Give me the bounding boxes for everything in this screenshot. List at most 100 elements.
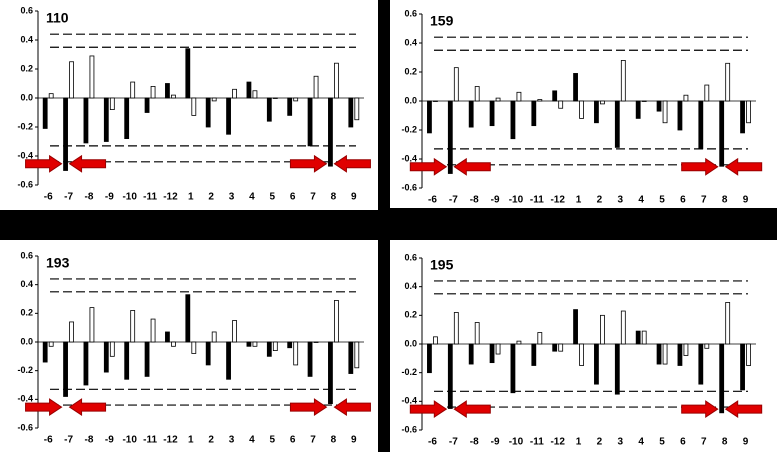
bar <box>719 100 725 167</box>
red-arrow <box>25 398 63 417</box>
x-tick-label: 1 <box>576 437 582 448</box>
bar <box>205 341 211 366</box>
bar <box>453 67 459 102</box>
bar <box>48 93 54 99</box>
panel-title: 193 <box>46 255 70 271</box>
bar <box>103 341 109 373</box>
x-tick-label: -10 <box>509 195 524 206</box>
y-tick-label: -0.6 <box>17 422 33 432</box>
x-tick-label: 6 <box>290 192 296 203</box>
red-arrow <box>289 398 328 417</box>
red-arrow <box>409 157 448 176</box>
x-tick-label: 2 <box>597 437 603 448</box>
bar <box>48 341 54 347</box>
bar <box>252 90 258 99</box>
bar <box>313 341 319 343</box>
bar <box>614 343 620 395</box>
x-tick-label: -10 <box>122 435 137 446</box>
bar <box>83 341 89 386</box>
bar <box>433 336 438 345</box>
y-tick-label: -0.4 <box>401 153 417 163</box>
bar <box>531 100 537 127</box>
x-tick-label: -7 <box>64 435 73 446</box>
bar <box>293 341 299 366</box>
bar <box>42 341 48 363</box>
bar <box>191 97 197 116</box>
x-tick-label: -11 <box>530 437 544 448</box>
red-arrow <box>68 154 107 173</box>
bar <box>468 100 474 128</box>
bar <box>558 100 564 109</box>
bar <box>620 60 626 102</box>
bar <box>83 97 89 144</box>
bar <box>307 341 313 377</box>
x-tick-label: -9 <box>491 195 500 206</box>
x-tick-label: 4 <box>249 192 255 203</box>
bar <box>150 86 156 99</box>
bar <box>287 97 293 116</box>
x-tick-label: -6 <box>44 435 53 446</box>
bar <box>725 302 731 345</box>
x-tick-label: 1 <box>188 435 194 446</box>
bar <box>516 91 522 102</box>
x-tick-label: 9 <box>351 192 357 203</box>
x-tick-label: 9 <box>743 437 749 448</box>
x-tick-label: -6 <box>44 192 53 203</box>
x-tick-label: 4 <box>638 437 644 448</box>
bar <box>165 331 170 343</box>
bar <box>252 341 258 347</box>
bar <box>746 343 751 366</box>
x-tick-label: 8 <box>331 435 337 446</box>
x-tick-label: 7 <box>701 195 707 206</box>
bar <box>620 310 626 345</box>
x-tick-label: -6 <box>428 195 437 206</box>
bar <box>683 94 689 102</box>
bar <box>266 97 272 122</box>
y-tick-label: -0.2 <box>17 365 33 375</box>
x-tick-label: 7 <box>310 435 316 446</box>
bar <box>447 100 453 174</box>
bar <box>683 343 689 356</box>
y-tick-label: 0.0 <box>404 338 417 348</box>
bar <box>579 343 584 366</box>
y-tick-label: -0.4 <box>17 150 33 160</box>
bar <box>662 100 668 124</box>
x-tick-label: 2 <box>208 192 214 203</box>
y-tick-label: -0.4 <box>401 396 417 406</box>
y-tick-label: 0.0 <box>404 95 417 105</box>
bar <box>69 321 74 343</box>
y-tick-label: 0.0 <box>20 92 33 102</box>
y-tick-label: 0.0 <box>20 336 33 346</box>
x-tick-label: 1 <box>188 192 194 203</box>
y-tick-label: -0.2 <box>17 121 33 131</box>
bar <box>130 310 136 343</box>
bar <box>719 343 725 414</box>
bar <box>641 330 647 345</box>
bar <box>725 62 731 102</box>
x-tick-label: 6 <box>680 437 686 448</box>
bar <box>185 48 191 99</box>
y-tick-label: -0.6 <box>401 182 417 192</box>
bar <box>433 100 438 102</box>
x-tick-label: -9 <box>491 437 500 448</box>
x-tick-label: -8 <box>84 435 93 446</box>
bar <box>746 100 751 124</box>
bar <box>354 341 360 369</box>
bar <box>427 343 432 374</box>
x-tick-label: -12 <box>163 192 178 203</box>
bar <box>662 343 668 365</box>
x-tick-label: 6 <box>680 195 686 206</box>
bar <box>293 97 299 102</box>
bar <box>474 86 480 102</box>
bar <box>489 100 495 127</box>
x-tick-label: 9 <box>743 195 749 206</box>
x-tick-label: 3 <box>618 437 624 448</box>
y-tick-label: -0.2 <box>401 367 417 377</box>
panel-title: 195 <box>430 257 454 273</box>
y-tick-label: -0.2 <box>401 124 417 134</box>
bar <box>334 300 339 343</box>
x-tick-label: 5 <box>659 437 665 448</box>
x-tick-label: 7 <box>701 437 707 448</box>
bar <box>594 100 599 124</box>
x-tick-label: 3 <box>229 435 235 446</box>
